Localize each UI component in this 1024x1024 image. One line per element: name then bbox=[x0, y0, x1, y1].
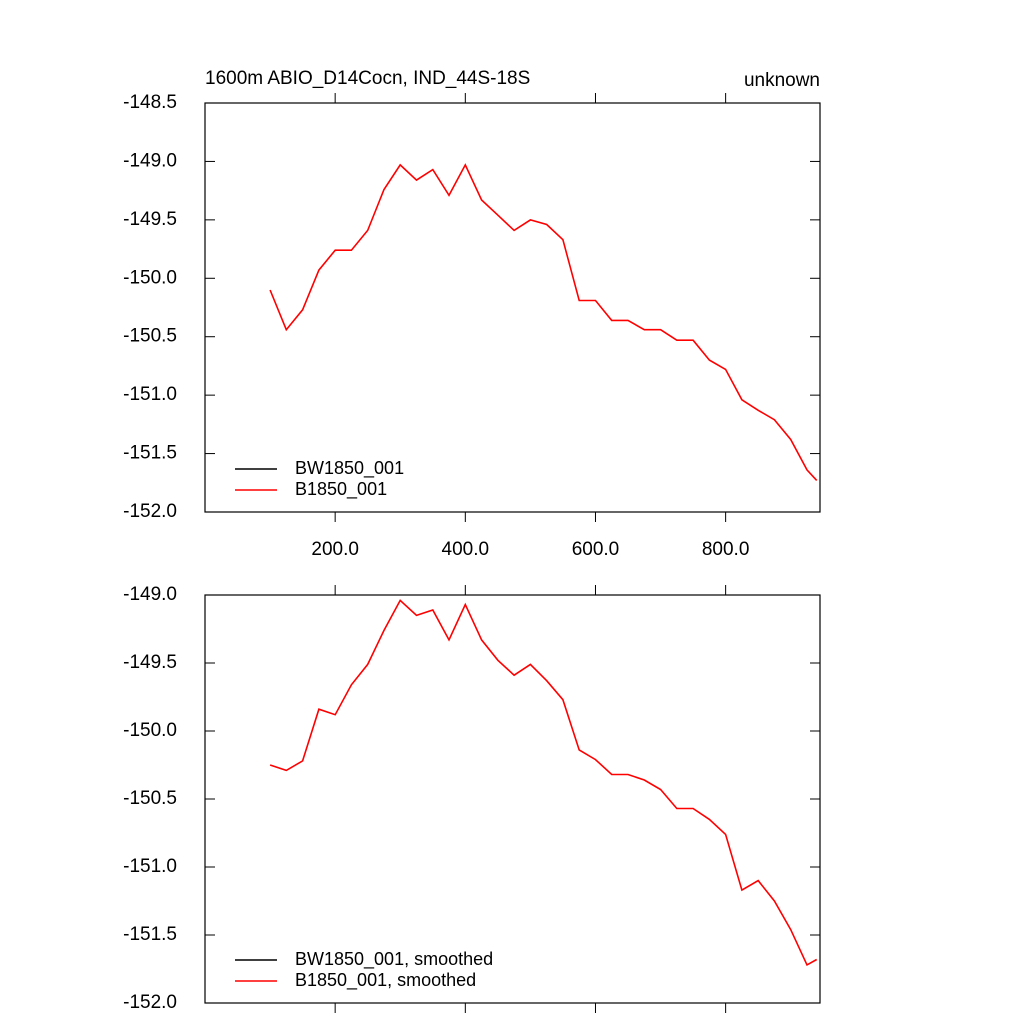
y-tick-label: -150.0 bbox=[123, 720, 177, 741]
y-tick-label: -149.5 bbox=[123, 652, 177, 673]
series-line bbox=[269, 599, 818, 967]
y-tick-label: -148.5 bbox=[123, 92, 177, 113]
y-tick-label: -149.5 bbox=[123, 209, 177, 230]
legend-label: B1850_001, smoothed bbox=[295, 970, 476, 991]
y-tick-label: -149.0 bbox=[123, 150, 177, 171]
plot-frame bbox=[204, 102, 821, 513]
y-tick-label: -152.0 bbox=[123, 992, 177, 1013]
x-tick-label: 200.0 bbox=[311, 539, 359, 560]
chart-title: 1600m ABIO_D14Cocn, IND_44S-18S bbox=[205, 68, 530, 89]
legend-label: BW1850_001, smoothed bbox=[295, 949, 493, 970]
x-tick-label: 600.0 bbox=[572, 539, 620, 560]
y-tick-label: -149.0 bbox=[123, 584, 177, 605]
y-tick-label: -151.0 bbox=[123, 384, 177, 405]
chart-subtitle: unknown bbox=[744, 70, 820, 91]
y-tick-label: -151.5 bbox=[123, 443, 177, 464]
x-tick-label: 800.0 bbox=[702, 539, 750, 560]
legend-label: B1850_001 bbox=[295, 479, 387, 500]
y-tick-label: -151.5 bbox=[123, 924, 177, 945]
plot-frame bbox=[204, 594, 821, 1004]
y-tick-label: -150.5 bbox=[123, 788, 177, 809]
y-tick-label: -150.5 bbox=[123, 326, 177, 347]
y-tick-label: -151.0 bbox=[123, 856, 177, 877]
series-line bbox=[269, 163, 818, 481]
y-tick-label: -150.0 bbox=[123, 267, 177, 288]
legend-label: BW1850_001 bbox=[295, 458, 404, 479]
y-tick-label: -152.0 bbox=[123, 501, 177, 522]
x-tick-label: 400.0 bbox=[442, 539, 490, 560]
